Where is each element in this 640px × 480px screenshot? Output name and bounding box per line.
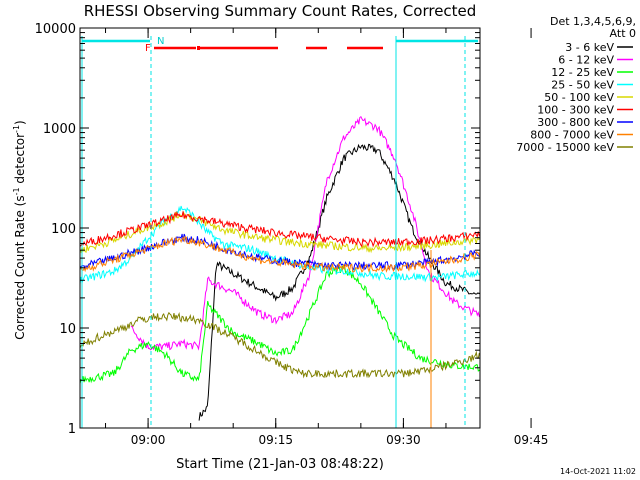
legend-label-7: 800 - 7000 keV [530,129,614,142]
x-tick-label-0: 09:00 [131,433,166,447]
y-tick-label-2: 100 [51,222,76,237]
legend-header-1: Att 0 [610,27,636,40]
x-tick-label-2: 09:30 [386,433,421,447]
legend-label-6: 300 - 800 keV [537,116,614,129]
date-stamp: 14-Oct-2021 11:02 [560,467,636,476]
series-line-7 [80,235,480,273]
y-axis-label-mid: detector [13,133,27,188]
y-axis-label: Corrected Count Rate (s-1 detector-1) [12,120,27,339]
axes: 11010010001000009:0009:1509:3009:4510:00… [35,22,549,447]
x-tick-label-3: 09:45 [514,433,549,447]
series-line-1 [130,115,480,351]
plot-lines [80,115,480,421]
series-line-5 [80,210,480,248]
flag-f-label: F [145,43,151,54]
legend-label-1: 6 - 12 keV [558,54,614,67]
legend-label-3: 25 - 50 keV [551,79,614,92]
y-axis-label-sup1: -1 [12,187,21,195]
y-tick-label-1: 10 [59,322,76,337]
y-tick-label-0: 1 [68,422,76,437]
y-tick-label-3: 1000 [43,122,76,137]
y-tick-label-4: 10000 [35,22,76,37]
legend-label-5: 100 - 300 keV [537,104,614,117]
y-axis-label-main: Corrected Count Rate (s [13,195,27,339]
series-line-3 [80,205,480,285]
legend-header-0: Det 1,3,4,5,6,9, [550,15,636,28]
overlay [81,36,478,428]
flag-n-label: N [157,36,164,47]
legend-label-0: 3 - 6 keV [565,41,614,54]
series-line-6 [80,233,480,272]
series-line-2 [80,264,480,384]
y-axis-label-sup2: -1 [12,125,21,133]
y-axis-label-end: ) [13,120,27,125]
x-axis-label: Start Time (21-Jan-03 08:48:22) [176,457,384,472]
legend-label-8: 7000 - 15000 keV [516,141,614,154]
legend-label-4: 50 - 100 keV [544,91,614,104]
x-tick-label-1: 09:15 [258,433,293,447]
series-line-0 [198,143,480,421]
chart-title: RHESSI Observing Summary Count Rates, Co… [84,2,477,20]
series-line-4 [80,210,480,254]
series-line-8 [80,311,480,379]
flare-flag-dot [197,46,200,50]
legend-label-2: 12 - 25 keV [551,66,614,79]
